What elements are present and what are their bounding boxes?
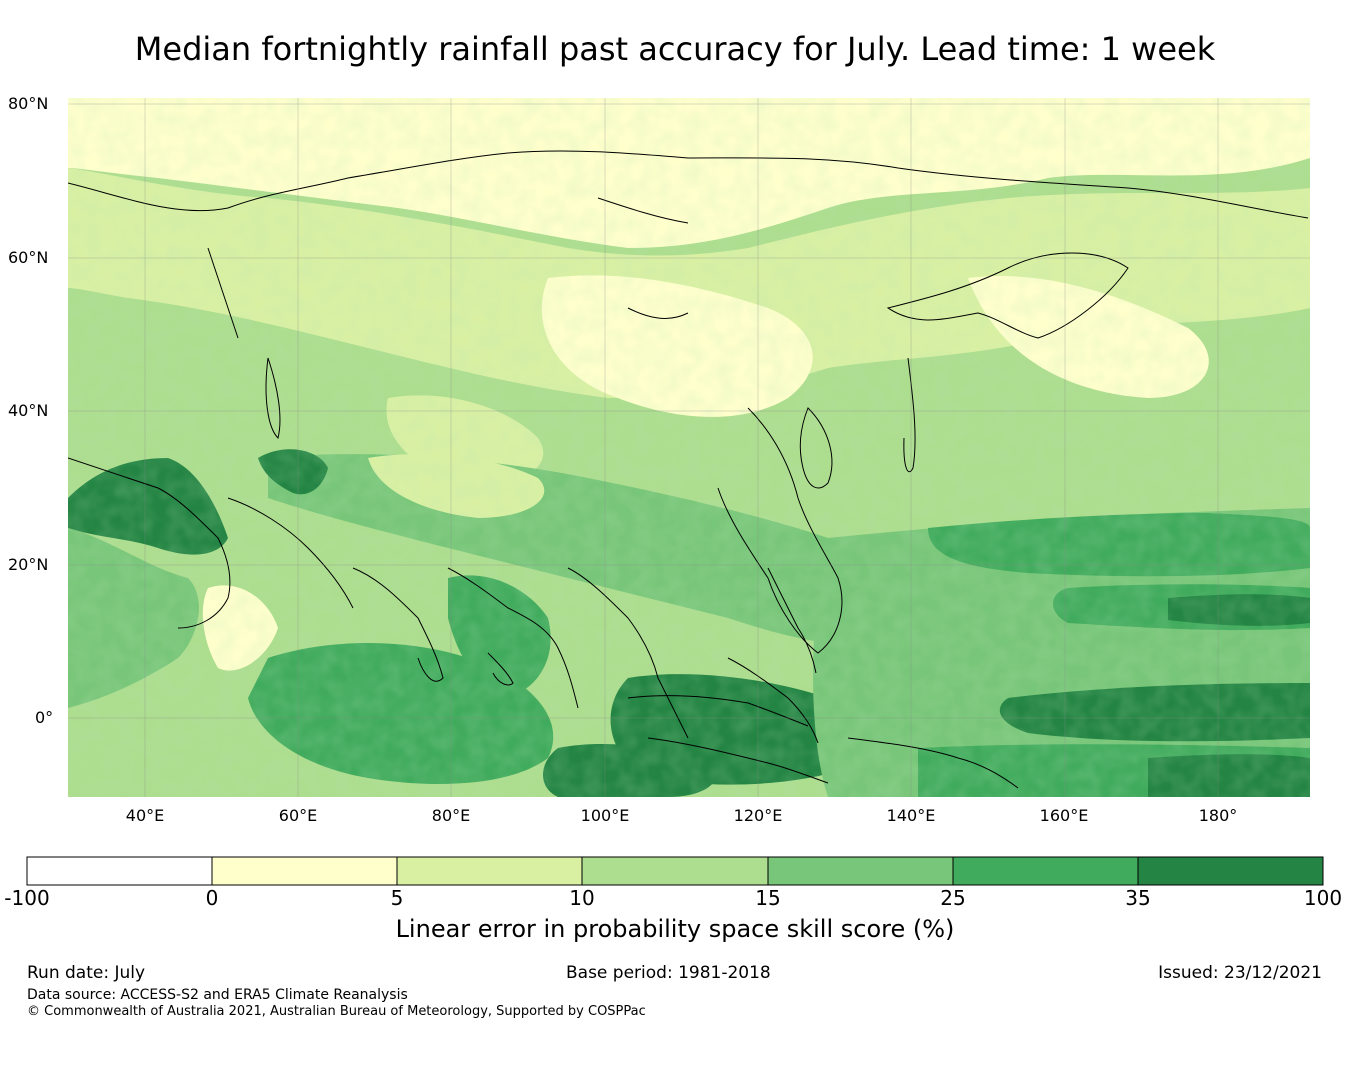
lon-label-180: 180°	[1198, 806, 1238, 825]
noise-overlay	[68, 98, 1310, 797]
colorbar-segment-25-35	[952, 856, 1139, 886]
run-date: Run date: July	[27, 963, 146, 983]
colorbar-tick: 25	[940, 886, 966, 910]
colorbar-segment-10-15	[581, 856, 769, 886]
lon-label-140e: 140°E	[886, 806, 936, 825]
skill-score-map	[68, 98, 1310, 797]
colorbar-tick: 35	[1125, 886, 1151, 910]
coastlines	[68, 150, 1309, 789]
lat-label-60n: 60°N	[8, 248, 49, 267]
colorbar-tick: 0	[205, 886, 219, 910]
colorbar-segment-5-10	[396, 856, 583, 886]
colorbar-segment-15-25	[767, 856, 954, 886]
colorbar-tick: 5	[390, 886, 404, 910]
colorbar-label: Linear error in probability space skill …	[395, 915, 955, 943]
colorbar	[26, 856, 1324, 886]
lon-label-100e: 100°E	[580, 806, 630, 825]
issued-date: Issued: 23/12/2021	[1158, 963, 1322, 983]
copyright: © Commonwealth of Australia 2021, Austra…	[27, 1004, 646, 1019]
lon-label-80e: 80°E	[431, 806, 471, 825]
data-source: Data source: ACCESS-S2 and ERA5 Climate …	[27, 987, 408, 1003]
colorbar-tick: 15	[755, 886, 781, 910]
graticule	[68, 98, 1310, 797]
colorbar-segment-neg100-0	[26, 856, 213, 886]
lon-label-40e: 40°E	[125, 806, 165, 825]
lat-label-20n: 20°N	[8, 555, 49, 574]
lon-label-120e: 120°E	[733, 806, 783, 825]
base-period: Base period: 1981-2018	[566, 963, 771, 983]
lon-label-160e: 160°E	[1039, 806, 1089, 825]
colorbar-segment-35-100	[1137, 856, 1324, 886]
lat-label-equator: 0°	[35, 708, 54, 727]
lat-label-40n: 40°N	[8, 401, 49, 420]
lon-label-60e: 60°E	[278, 806, 318, 825]
colorbar-tick: -100	[4, 886, 50, 910]
colorbar-tick: 10	[569, 886, 595, 910]
colorbar-segment-0-5	[211, 856, 398, 886]
lat-label-80n: 80°N	[8, 94, 49, 113]
colorbar-segments	[26, 856, 1324, 886]
colorbar-tick: 100	[1303, 886, 1343, 910]
map-title: Median fortnightly rainfall past accurac…	[134, 30, 1216, 68]
